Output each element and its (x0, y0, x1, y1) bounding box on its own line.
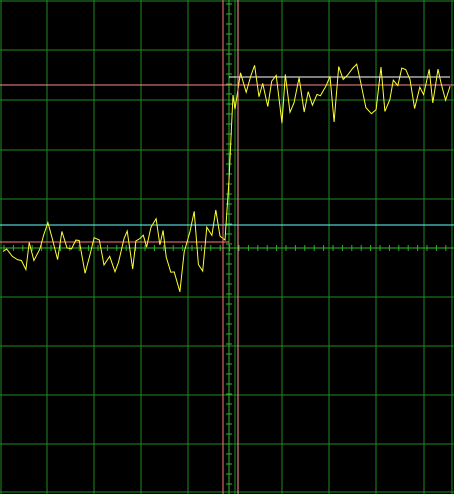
oscilloscope-screen[interactable] (0, 0, 454, 494)
